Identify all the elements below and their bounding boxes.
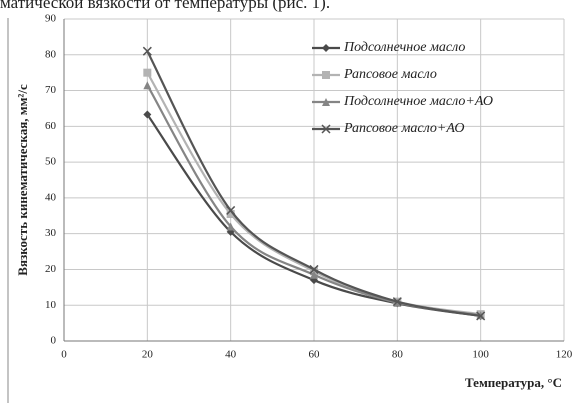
y-tick-label: 30 [45,227,57,239]
y-tick-label: 80 [45,48,57,60]
x-tick-label: 20 [142,349,154,361]
legend-label: Подсолнечное масло+АО [343,94,493,109]
marker [143,81,152,90]
x-tick-label: 100 [472,349,489,361]
y-tick-label: 50 [45,156,57,168]
marker [226,205,236,215]
y-tick-label: 40 [45,191,57,203]
marker [143,110,152,119]
y-tick-label: 0 [51,335,57,347]
marker [226,222,235,231]
x-tick-label: 0 [61,349,67,361]
marker [322,44,330,52]
marker [322,98,330,106]
x-tick-label: 120 [556,349,573,361]
legend-label: Подсолнечное масло [343,40,465,55]
marker [321,124,331,134]
caption: матической вязкости от температуры (рис.… [0,0,330,12]
marker [309,264,319,274]
marker [310,270,318,279]
x-tick-label: 40 [225,349,237,361]
legend-label: Рапсовое масло+АО [343,121,465,136]
y-tick-label: 20 [45,263,57,275]
marker [142,46,152,56]
x-tick-label: 60 [309,349,321,361]
series-line [146,50,481,318]
y-tick-label: 60 [45,120,57,132]
marker [392,297,402,307]
x-axis-title: Температура, °С [465,375,562,390]
legend-label: Рапсовое масло [343,67,437,82]
y-tick-label: 10 [45,299,57,311]
y-tick-label: 90 [45,13,57,25]
y-tick-label: 70 [45,84,57,96]
x-tick-label: 80 [392,349,404,361]
marker [226,209,235,218]
marker [143,68,152,77]
marker [476,311,486,321]
marker [322,71,330,79]
y-axis-title: Вязкость кинематическая, мм²/с [15,84,30,276]
